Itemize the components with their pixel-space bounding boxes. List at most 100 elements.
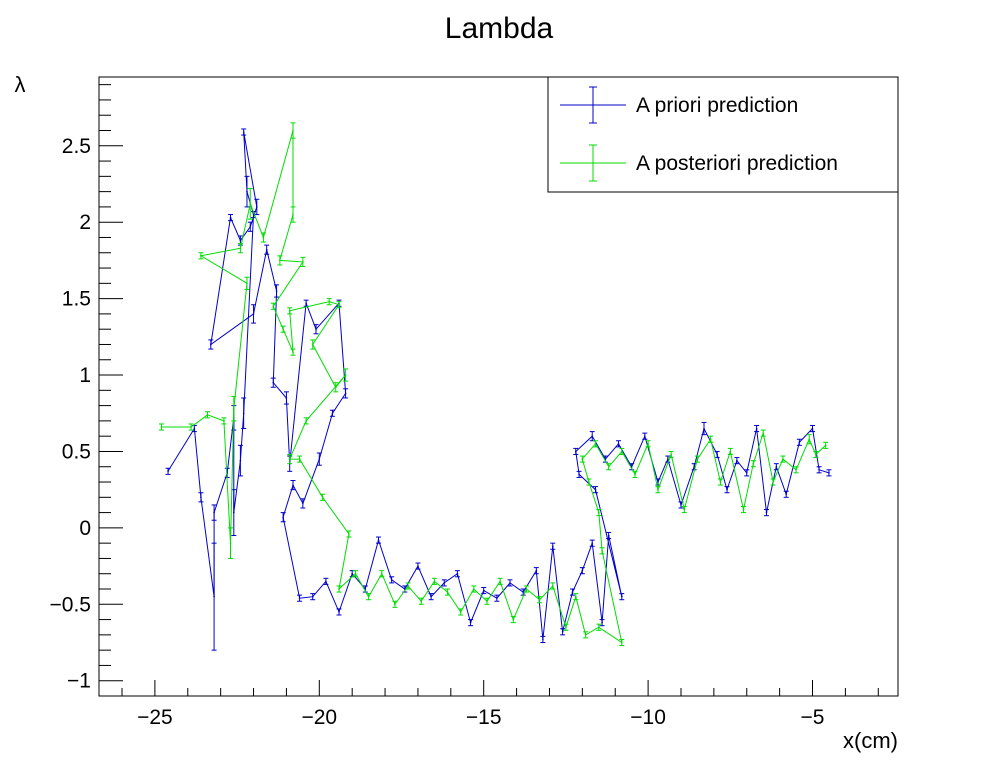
data-point	[499, 580, 501, 583]
data-point	[565, 626, 567, 629]
data-point	[525, 588, 528, 590]
data-point	[551, 545, 554, 548]
data-point	[719, 481, 722, 483]
data-point	[601, 550, 603, 552]
data-point	[621, 641, 623, 644]
data-point	[285, 397, 288, 399]
y-tick-label: −1	[67, 670, 91, 693]
data-point	[634, 473, 636, 476]
data-point	[367, 595, 370, 598]
data-point	[206, 413, 209, 416]
data-point	[354, 572, 357, 575]
data-point	[433, 580, 436, 583]
data-point	[647, 443, 649, 445]
data-point	[407, 585, 409, 587]
data-point	[581, 569, 584, 572]
data-point	[282, 516, 284, 518]
data-point	[252, 313, 255, 315]
data-point	[344, 374, 347, 376]
data-point	[657, 488, 659, 491]
data-point	[229, 542, 232, 544]
data-point	[325, 580, 327, 583]
data-point	[190, 426, 192, 428]
data-point	[394, 603, 396, 606]
data-point	[272, 381, 275, 384]
data-point	[292, 351, 294, 353]
axis-ticks: −25 −20 −15 −10 −5 −1 −0.5 0 0.5 1 1.5 2 2.5	[50, 84, 879, 729]
data-point	[693, 465, 695, 468]
data-point	[726, 488, 728, 491]
y-tick-label: 2.5	[62, 135, 91, 158]
data-point	[321, 496, 324, 499]
data-point	[338, 611, 340, 613]
data-point	[607, 534, 610, 537]
data-point	[512, 618, 515, 621]
data-point	[571, 591, 574, 593]
x-tick-label: −10	[630, 706, 666, 729]
data-point	[390, 579, 393, 581]
data-point	[482, 589, 485, 592]
data-point	[594, 443, 597, 445]
data-point	[348, 533, 350, 535]
data-point	[745, 472, 748, 474]
data-point	[344, 392, 347, 395]
data-point	[249, 203, 252, 205]
data-point	[167, 470, 169, 473]
data-point	[292, 484, 294, 486]
data-point	[239, 239, 242, 242]
data-point	[551, 585, 554, 587]
data-point	[377, 539, 380, 541]
data-point	[229, 216, 232, 219]
data-point	[657, 481, 659, 483]
data-point	[305, 420, 307, 422]
data-point	[334, 386, 337, 389]
data-point	[459, 611, 462, 613]
data-point	[200, 255, 202, 257]
data-point	[233, 407, 235, 410]
data-point	[209, 343, 212, 346]
data-point	[420, 600, 423, 603]
data-point	[328, 300, 330, 303]
legend-entry: A posteriori prediction	[560, 144, 838, 182]
data-point	[808, 438, 811, 441]
legend-entry: A priori prediction	[560, 86, 798, 124]
data-point	[772, 481, 774, 483]
data-point	[239, 247, 242, 249]
y-tick-label: 1.5	[62, 288, 91, 311]
data-point	[542, 638, 544, 641]
data-point	[795, 468, 797, 471]
data-point	[742, 508, 745, 511]
data-point	[578, 473, 580, 476]
data-point	[446, 591, 449, 593]
data-point	[305, 302, 307, 305]
data-point	[709, 438, 712, 441]
legend-label: A priori prediction	[636, 94, 798, 117]
data-point	[621, 450, 623, 453]
data-point	[275, 290, 278, 292]
data-point	[538, 598, 541, 601]
data-point	[242, 412, 245, 415]
legend: A priori prediction A posteriori predicti…	[547, 76, 899, 193]
data-point	[469, 621, 472, 624]
data-point	[160, 426, 163, 428]
y-tick-label: −0.5	[50, 593, 91, 616]
data-point	[591, 435, 594, 437]
x-tick-label: −25	[137, 706, 173, 729]
data-point	[246, 282, 248, 285]
data-point	[443, 582, 446, 584]
data-point	[288, 310, 291, 312]
y-tick-label: 0	[79, 517, 91, 540]
data-point	[591, 542, 594, 544]
data-point	[680, 504, 682, 506]
data-point	[233, 511, 235, 514]
data-point	[667, 458, 669, 460]
data-point	[213, 595, 215, 598]
data-point	[486, 600, 488, 603]
data-point	[302, 502, 304, 505]
data-point	[522, 591, 524, 593]
data-point	[703, 427, 705, 430]
data-point	[588, 481, 590, 483]
data-point	[338, 303, 340, 306]
data-point	[246, 190, 248, 193]
